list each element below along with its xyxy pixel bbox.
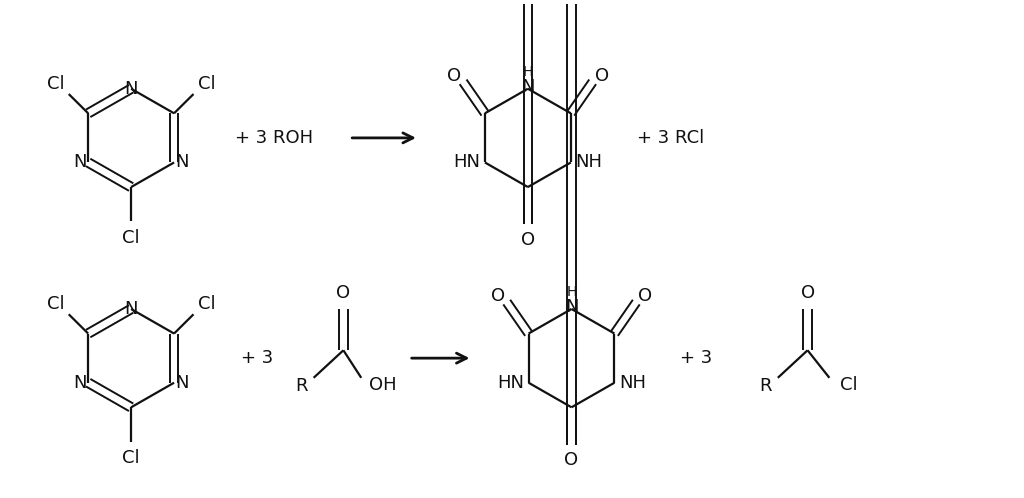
- Text: + 3 RCl: + 3 RCl: [637, 129, 705, 147]
- Text: NH: NH: [575, 153, 602, 171]
- Text: HN: HN: [454, 153, 480, 171]
- Text: Cl: Cl: [47, 75, 65, 93]
- Text: N: N: [521, 78, 535, 96]
- Text: O: O: [638, 287, 652, 305]
- Text: O: O: [564, 451, 579, 470]
- Text: H: H: [522, 65, 534, 79]
- Text: HN: HN: [498, 374, 524, 392]
- Text: O: O: [521, 231, 535, 249]
- Text: + 3: + 3: [241, 349, 273, 367]
- Text: N: N: [74, 153, 87, 171]
- Text: R: R: [760, 376, 772, 395]
- Text: N: N: [124, 300, 138, 318]
- Text: H: H: [566, 285, 577, 299]
- Text: N: N: [74, 374, 87, 392]
- Text: Cl: Cl: [841, 375, 858, 394]
- Text: O: O: [490, 287, 505, 305]
- Text: N: N: [565, 298, 579, 316]
- Text: O: O: [595, 67, 608, 85]
- Text: Cl: Cl: [47, 295, 65, 313]
- Text: O: O: [801, 284, 815, 302]
- Text: N: N: [175, 153, 188, 171]
- Text: O: O: [336, 284, 350, 302]
- Text: + 3 ROH: + 3 ROH: [234, 129, 313, 147]
- Text: N: N: [175, 374, 188, 392]
- Text: + 3: + 3: [680, 349, 713, 367]
- Text: R: R: [296, 376, 308, 395]
- Text: N: N: [124, 80, 138, 98]
- Text: Cl: Cl: [198, 75, 216, 93]
- Text: Cl: Cl: [122, 449, 140, 468]
- Text: NH: NH: [618, 374, 646, 392]
- Text: Cl: Cl: [122, 229, 140, 247]
- Text: O: O: [447, 67, 461, 85]
- Text: OH: OH: [370, 375, 397, 394]
- Text: Cl: Cl: [198, 295, 216, 313]
